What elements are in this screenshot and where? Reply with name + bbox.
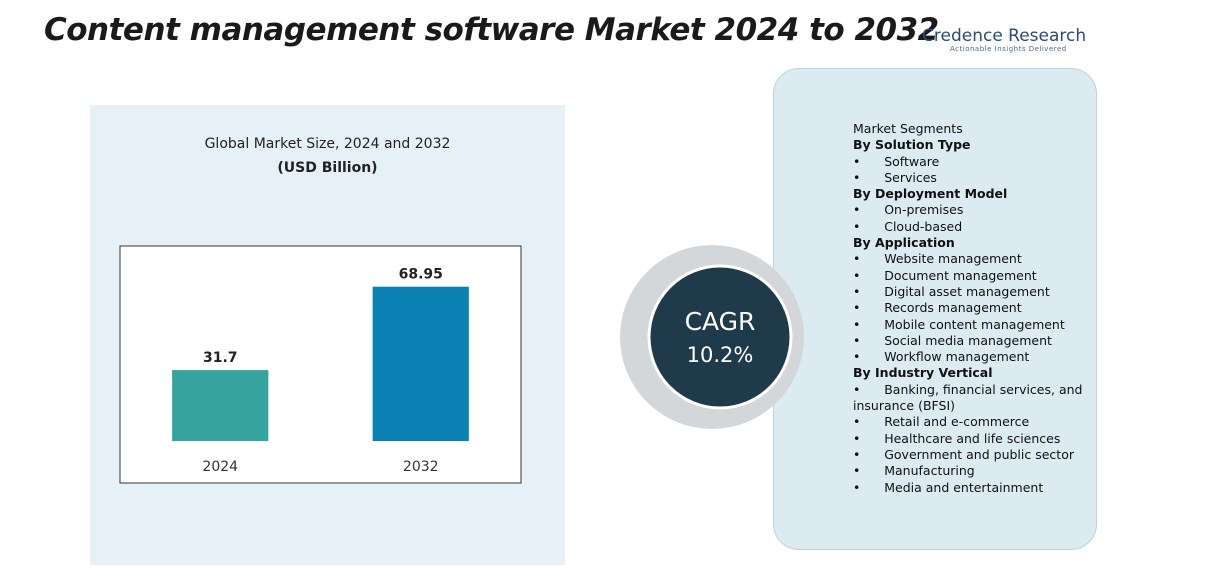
segment-item: Software — [853, 154, 1085, 170]
segment-group: By Application — [853, 235, 955, 251]
cagr-label: CAGR — [685, 307, 756, 336]
segment-item: Social media management — [853, 333, 1085, 349]
segment-item: On-premises — [853, 202, 1085, 218]
segment-item: Retail and e-commerce — [853, 414, 1085, 430]
segment-group: By Solution Type — [853, 137, 971, 153]
x-tick-label: 2024 — [202, 459, 238, 475]
segment-item: Government and public sector — [853, 447, 1085, 463]
segment-item: Cloud-based — [853, 219, 1085, 235]
segments-heading: Market Segments — [853, 121, 963, 136]
value-label: 68.95 — [399, 267, 443, 283]
x-tick-label: 2032 — [403, 459, 439, 475]
value-label: 31.7 — [203, 350, 238, 366]
segment-item: Healthcare and life sciences — [853, 431, 1085, 447]
segment-item: Workflow management — [853, 349, 1085, 365]
segment-item: Manufacturing — [853, 463, 1085, 479]
cagr-value: 10.2% — [687, 343, 754, 367]
logo-tagline: Actionable Insights Delivered — [950, 45, 1067, 53]
segment-item: Banking, financial services, and insuran… — [853, 382, 1085, 415]
segment-item: Media and entertainment — [853, 480, 1085, 496]
chart-subtitle: (USD Billion) — [277, 160, 378, 176]
page-title: Content management software Market 2024 … — [44, 12, 939, 48]
chart-title: Global Market Size, 2024 and 2032 — [204, 136, 451, 152]
bar — [372, 286, 469, 441]
logo-name: Credence Research — [922, 26, 1087, 46]
segment-item: Website management — [853, 251, 1085, 267]
segment-item: Mobile content management — [853, 317, 1085, 333]
segment-item: Services — [853, 170, 1085, 186]
bar — [172, 370, 269, 441]
segment-group: By Industry Vertical — [853, 365, 993, 381]
segment-item: Digital asset management — [853, 284, 1085, 300]
segment-item: Document management — [853, 268, 1085, 284]
cagr-circle — [647, 264, 793, 410]
segment-group: By Deployment Model — [853, 186, 1008, 202]
segment-item: Records management — [853, 300, 1085, 316]
